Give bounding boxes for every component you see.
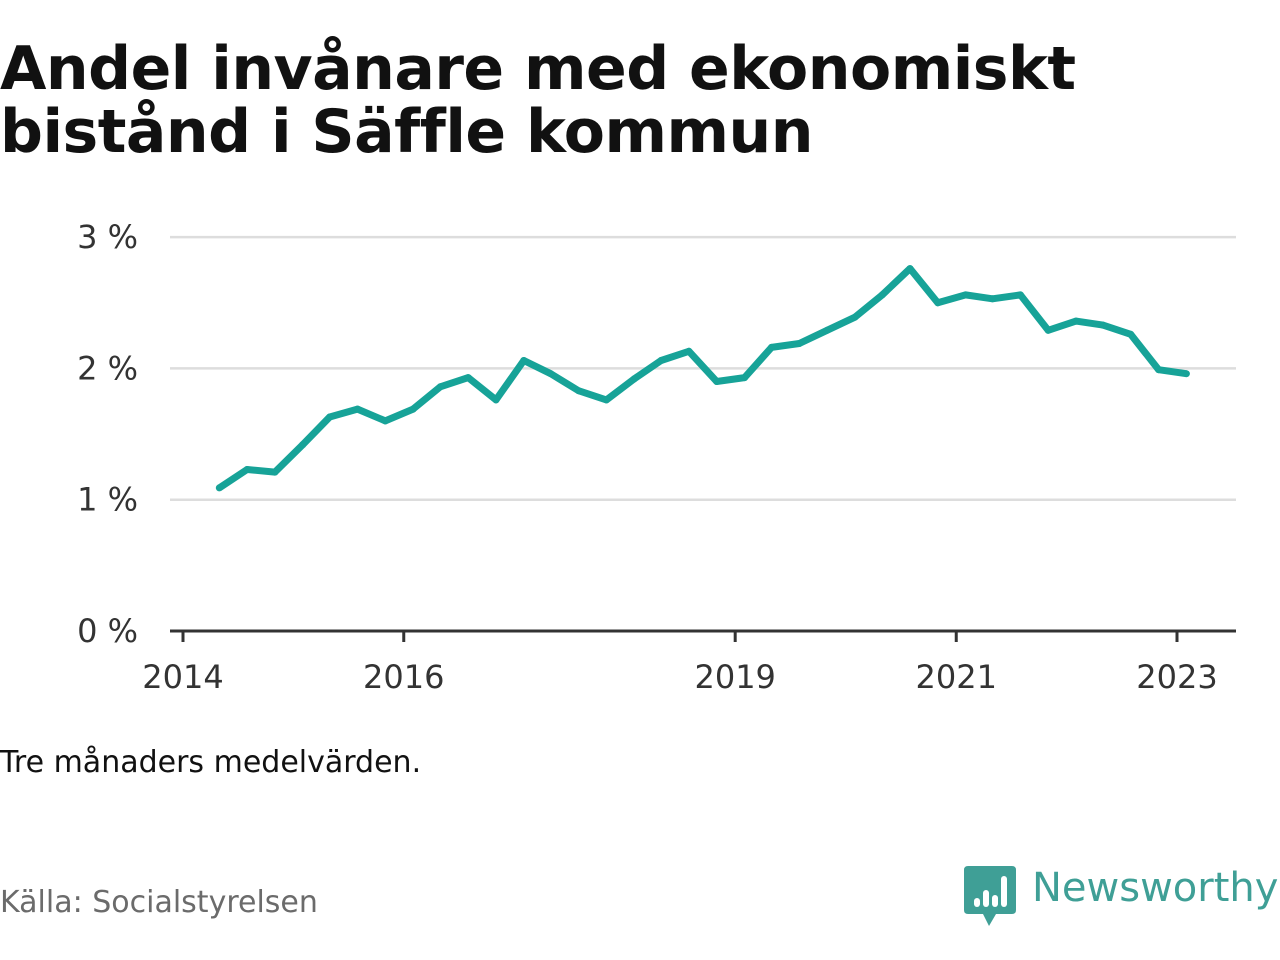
data-point xyxy=(1072,317,1080,325)
data-point xyxy=(741,374,749,382)
data-point xyxy=(934,299,942,307)
data-point xyxy=(989,295,996,303)
data-point xyxy=(768,343,775,351)
y-axis-labels: 0 % 1 % 2 % 3 % xyxy=(77,218,138,650)
series-line xyxy=(217,265,1187,491)
y-tick-label: 3 % xyxy=(77,218,138,256)
data-point xyxy=(436,383,444,391)
data-point xyxy=(215,484,223,492)
data-point xyxy=(520,357,528,364)
data-point xyxy=(851,313,859,321)
x-axis-ticks xyxy=(181,631,1179,642)
data-point xyxy=(1182,370,1190,378)
data-point xyxy=(962,291,970,299)
data-point xyxy=(243,466,251,473)
x-tick-label: 2016 xyxy=(363,658,444,696)
data-point xyxy=(354,405,361,413)
data-point xyxy=(381,417,389,425)
data-point xyxy=(464,374,472,382)
data-point xyxy=(1099,321,1107,329)
data-point xyxy=(1155,366,1163,374)
data-point xyxy=(271,468,279,476)
data-point xyxy=(575,387,582,395)
x-tick-label: 2023 xyxy=(1136,658,1217,696)
brand-name: Newsworthy xyxy=(1032,865,1279,911)
data-point xyxy=(409,405,417,413)
source-text: Källa: Socialstyrelsen xyxy=(0,885,318,920)
bar-chart-icon xyxy=(964,866,1016,926)
data-point xyxy=(630,375,638,383)
data-point xyxy=(492,396,500,404)
x-tick-label: 2021 xyxy=(916,658,997,696)
data-point xyxy=(657,357,665,364)
data-point xyxy=(685,347,693,355)
data-point xyxy=(823,326,831,334)
y-tick-label: 0 % xyxy=(77,612,138,650)
data-point xyxy=(906,265,914,273)
data-point xyxy=(547,370,555,378)
line-chart: 0 % 1 % 2 % 3 % 2014 2016 2019 2021 2023 xyxy=(77,218,1236,696)
data-point xyxy=(1127,330,1135,338)
data-point xyxy=(795,340,803,347)
x-tick-label: 2019 xyxy=(694,658,775,696)
data-point xyxy=(326,413,334,421)
data-point xyxy=(713,378,721,385)
data-point xyxy=(1044,326,1052,334)
chart-title: Andel invånare med ekonomiskt bistånd i … xyxy=(0,34,1076,167)
data-point xyxy=(602,396,610,404)
chart-note: Tre månaders medelvärden. xyxy=(0,745,422,780)
x-tick-label: 2014 xyxy=(142,658,223,696)
y-tick-label: 2 % xyxy=(77,349,138,387)
x-axis-labels: 2014 2016 2019 2021 2023 xyxy=(142,658,1217,696)
data-point xyxy=(299,441,307,449)
data-points xyxy=(215,265,1190,492)
data-point xyxy=(878,291,886,299)
y-tick-label: 1 % xyxy=(77,481,138,519)
data-point xyxy=(1016,291,1024,299)
